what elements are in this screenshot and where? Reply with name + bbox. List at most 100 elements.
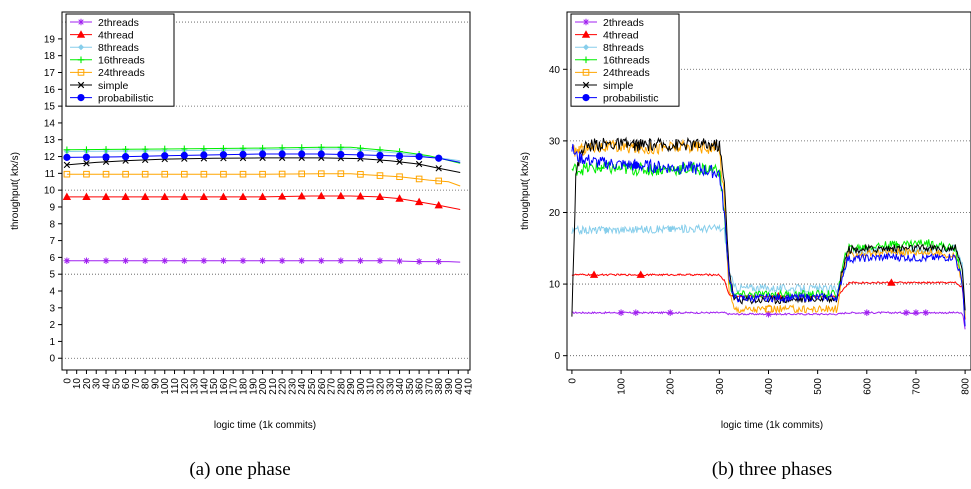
- x-tick-label: 70: [131, 378, 142, 390]
- data-point: [396, 173, 403, 181]
- legend-b: 2threads4thread8threads16threads24thread…: [570, 13, 680, 107]
- legend-box: [65, 13, 175, 107]
- x-tick-label: 170: [229, 378, 240, 395]
- data-point: [396, 158, 403, 166]
- plot-area-a: [61, 11, 471, 371]
- data-point: [603, 226, 610, 233]
- y-tick-label: 5: [49, 270, 55, 281]
- x-tick-label: 200: [258, 378, 269, 395]
- legend-marker: [582, 18, 590, 26]
- data-point: [259, 257, 266, 265]
- data-point: [598, 164, 605, 172]
- legend-label: 24threads: [603, 67, 650, 79]
- legend-label: probabilistic: [98, 92, 153, 104]
- series-line: [571, 136, 966, 317]
- x-tick-label: 380: [434, 378, 445, 395]
- legend-marker: [582, 81, 590, 89]
- x-tick-label: 220: [278, 378, 289, 395]
- y-tick-label: 13: [44, 135, 56, 146]
- legend-item: 16threads: [70, 55, 145, 67]
- legend-marker: [582, 69, 590, 76]
- data-point: [298, 257, 306, 265]
- legend-item: simple: [70, 80, 129, 92]
- x-tick-label: 210: [268, 378, 279, 395]
- data-point: [375, 192, 385, 201]
- legend-item: 4thread: [70, 29, 134, 41]
- data-point: [219, 192, 228, 201]
- x-tick-label: 340: [395, 378, 406, 395]
- data-point: [220, 257, 227, 265]
- data-point: [161, 257, 169, 265]
- data-point: [317, 257, 325, 265]
- data-point: [160, 192, 169, 201]
- x-tick-label: 600: [862, 378, 873, 395]
- legend-marker: [77, 81, 85, 89]
- x-tick-label: 80: [141, 378, 152, 390]
- data-point: [337, 170, 345, 177]
- data-point: [102, 170, 110, 178]
- series-24threads: [63, 170, 461, 187]
- y-tick-label: 30: [549, 136, 561, 147]
- series-4thread: [62, 191, 461, 210]
- x-tick-label: 60: [121, 378, 132, 390]
- data-point: [414, 197, 424, 206]
- series-2threads: [571, 309, 966, 330]
- series-simple: [571, 136, 966, 317]
- x-tick-label: 330: [385, 378, 396, 395]
- ylabel-b: throughput( ktx/s): [520, 152, 531, 230]
- x-tick-label: 370: [424, 378, 435, 395]
- x-tick-label: 320: [375, 378, 386, 395]
- data-point: [238, 192, 248, 201]
- legend-label: 8threads: [98, 42, 139, 54]
- x-tick-label: 700: [911, 378, 922, 395]
- data-point: [63, 153, 71, 161]
- x-tick-label: 300: [356, 378, 367, 395]
- data-point: [63, 170, 71, 178]
- x-tick-label: 500: [813, 378, 824, 395]
- y-tick-label: 17: [44, 68, 56, 79]
- legend-label: 4thread: [603, 29, 639, 41]
- data-point: [922, 309, 930, 317]
- y-tick-label: 0: [49, 354, 55, 365]
- x-tick-label: 260: [317, 378, 328, 395]
- data-point: [356, 151, 365, 159]
- x-tick-label: 160: [219, 378, 230, 395]
- data-point: [258, 150, 267, 158]
- y-tick-label: 1: [49, 337, 55, 348]
- data-point: [122, 170, 129, 178]
- y-tick-label: 8: [49, 219, 55, 230]
- x-tick-label: 100: [160, 378, 171, 395]
- y-tick-label: 16: [44, 85, 56, 96]
- data-point: [83, 146, 90, 153]
- data-point: [161, 152, 169, 160]
- data-point: [376, 151, 384, 160]
- data-point: [219, 151, 228, 159]
- data-point: [259, 170, 266, 178]
- data-point: [200, 151, 208, 159]
- panel-b: 0 10 20 30 40 0 100 200 300 400 500 600 700 800 logi…: [520, 11, 971, 480]
- data-point: [239, 145, 247, 152]
- data-point: [63, 146, 71, 154]
- legend-item: 16threads: [575, 55, 650, 67]
- x-tick-label: 120: [180, 378, 191, 395]
- data-point: [298, 150, 306, 158]
- legend-marker: [582, 44, 590, 51]
- data-point: [102, 146, 110, 153]
- legend-marker: [76, 30, 86, 38]
- data-point: [395, 194, 404, 202]
- y-tick-label: 0: [554, 351, 560, 362]
- data-point: [902, 309, 910, 317]
- data-point: [278, 150, 286, 158]
- legend-label: 16threads: [98, 55, 145, 67]
- x-ticks-a: 0102030405060708090100110120130140150160…: [62, 370, 475, 395]
- data-point: [121, 192, 130, 201]
- data-point: [82, 153, 91, 161]
- data-point: [161, 145, 169, 153]
- data-point: [141, 192, 150, 201]
- legend-marker: [582, 94, 590, 102]
- series-probabilistic: [571, 143, 966, 327]
- legend-item: 8threads: [575, 42, 644, 54]
- data-point: [336, 191, 345, 200]
